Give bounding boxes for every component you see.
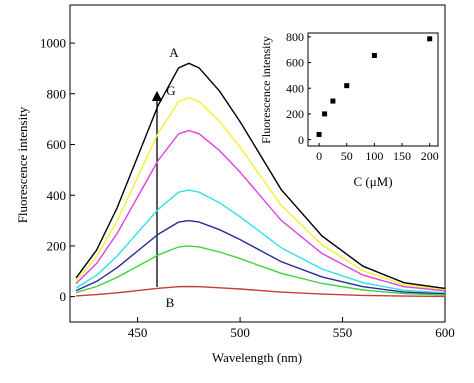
point <box>330 98 336 104</box>
annotation: A <box>169 45 179 60</box>
line <box>75 189 446 294</box>
point <box>427 36 433 42</box>
line <box>75 219 446 295</box>
y-tick-label: 600 <box>47 137 67 152</box>
inset-frame <box>307 32 439 147</box>
y-tick-label: 600 <box>286 56 304 70</box>
annotation: G <box>166 83 175 98</box>
x-tick-label: 500 <box>230 325 250 340</box>
line <box>75 96 446 291</box>
line <box>75 62 446 290</box>
y-tick-label: 400 <box>286 81 304 95</box>
y-tick-label: 800 <box>47 86 67 101</box>
line <box>75 129 446 292</box>
x-tick-label: 600 <box>435 325 455 340</box>
line <box>76 285 446 298</box>
point <box>344 83 350 89</box>
line <box>75 245 446 296</box>
x-tick-label: 0 <box>316 149 322 163</box>
y-tick-label: 400 <box>47 188 67 203</box>
x-tick-label: 100 <box>365 149 383 163</box>
point <box>322 111 328 117</box>
x-tick-label: 150 <box>393 149 411 163</box>
x-tick-label: 450 <box>128 325 148 340</box>
point <box>371 52 377 58</box>
inset-y-label: Fluorescence intensity <box>259 36 273 144</box>
y-tick-label: 200 <box>47 238 67 253</box>
inset-x-label: C (μM) <box>353 174 392 189</box>
y-tick-label: 200 <box>286 107 304 121</box>
x-tick-label: 550 <box>333 325 353 340</box>
x-axis-label: Wavelength (nm) <box>212 350 302 365</box>
x-tick-label: 200 <box>421 149 439 163</box>
x-tick-label: 50 <box>341 149 353 163</box>
y-axis-label: Fluorescence intensity <box>15 106 30 223</box>
y-tick-label: 0 <box>298 133 304 147</box>
y-tick-label: 800 <box>286 30 304 44</box>
y-tick-label: 1000 <box>40 36 66 51</box>
point <box>316 131 322 137</box>
annotation: B <box>166 295 175 310</box>
plot-frame <box>69 4 446 323</box>
y-tick-label: 0 <box>60 289 67 304</box>
